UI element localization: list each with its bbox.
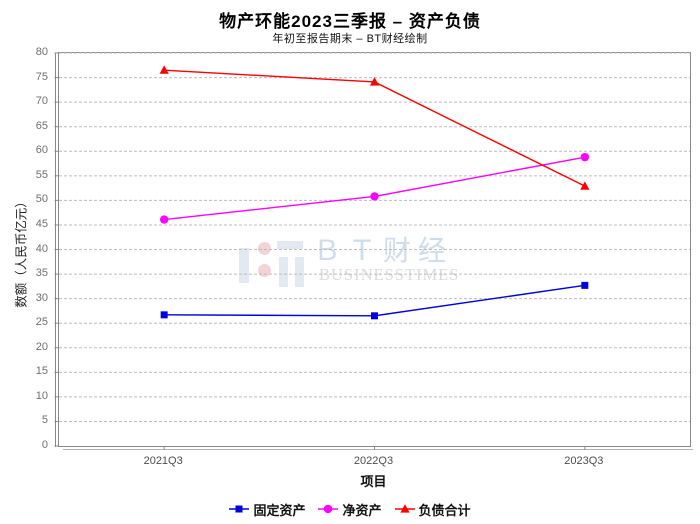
- legend-item-label: 固定资产: [253, 502, 306, 518]
- watermark: ＢＴ财经 BUSINESSTIMES: [59, 53, 690, 446]
- y-tick-label: 20: [35, 340, 48, 353]
- x-tick-label: 2021Q3: [143, 455, 183, 467]
- y-tick-label: 60: [35, 144, 48, 157]
- legend: 固定资产 净资产 负债合计: [0, 499, 700, 519]
- legend-item: 固定资产: [229, 500, 305, 519]
- bt-logo-leg-right: [295, 257, 304, 287]
- chart-canvas: [54, 52, 693, 450]
- bt-logo-leg-left: [279, 257, 288, 287]
- y-tick-label: 25: [35, 316, 48, 329]
- triangle-marker-icon: [394, 504, 415, 513]
- y-tick-label: 5: [41, 414, 48, 427]
- legend-item: 净资产: [318, 500, 382, 519]
- y-tick-label: 75: [35, 70, 48, 83]
- bt-logo-dot-top: [258, 242, 271, 255]
- watermark-brand-en: BUSINESSTIMES: [319, 265, 460, 284]
- y-tick-label: 35: [35, 267, 48, 280]
- square-marker-icon: [229, 505, 250, 513]
- x-tick-label: 2023Q3: [564, 455, 604, 467]
- y-tick-label: 80: [35, 46, 48, 58]
- bt-logo-bar-left: [239, 248, 249, 283]
- y-tick-label: 0: [41, 439, 48, 451]
- y-tick-label: 70: [35, 95, 48, 108]
- bt-logo-bar-top: [277, 241, 303, 249]
- chart-subtitle: 年初至报告期末 – BT财经绘制: [272, 33, 428, 45]
- y-tick-label: 30: [35, 291, 48, 304]
- plot-area: ＢＴ财经 BUSINESSTIMES: [54, 52, 693, 450]
- chart-title: 物产环能2023三季报 – 资产负债: [219, 12, 481, 31]
- x-tick-label: 2022Q3: [353, 455, 394, 467]
- y-tick-label: 10: [35, 389, 48, 402]
- y-tick-label: 40: [35, 242, 48, 255]
- y-tick-label: 45: [35, 217, 48, 230]
- y-tick-label: 15: [35, 365, 48, 378]
- y-tick-label: 55: [35, 168, 48, 181]
- legend-item-label: 负债合计: [418, 502, 471, 518]
- watermark-brand-cn: ＢＴ财经: [313, 236, 454, 267]
- legend-item: 负债合计: [394, 500, 471, 519]
- legend-item-label: 净资产: [342, 502, 382, 518]
- y-tick-label: 50: [35, 193, 48, 206]
- x-axis-title: 项目: [360, 474, 387, 489]
- circle-marker-icon: [318, 504, 339, 514]
- y-tick-label: 65: [35, 119, 48, 132]
